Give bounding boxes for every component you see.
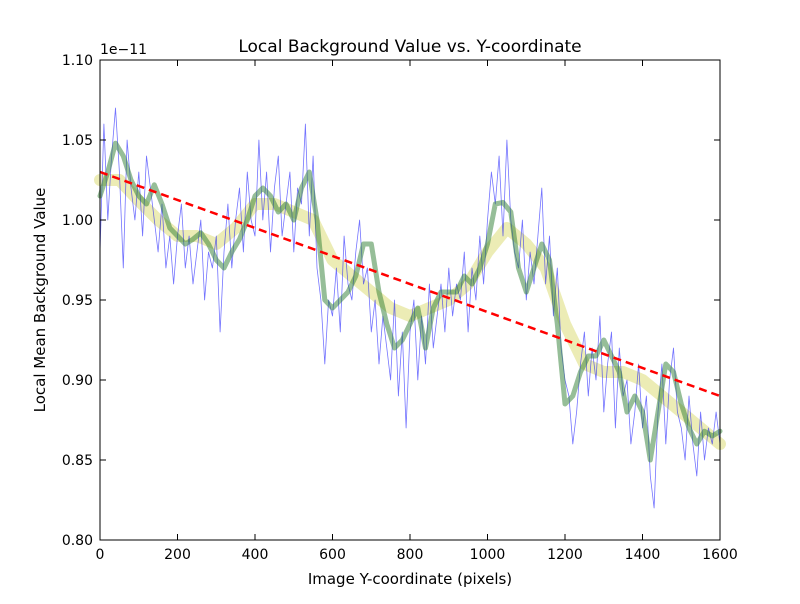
y-tick-label: 0.90 — [62, 373, 93, 389]
x-tick-label: 400 — [242, 547, 269, 563]
series-line-raw — [99, 107, 721, 509]
x-tick-label: 800 — [397, 547, 424, 563]
ticks-layer: 0 200 400 600 800 1000 1200 1400 1600 0.80 0.85 0.9… — [62, 53, 738, 563]
y-tick-label: 1.10 — [62, 53, 93, 69]
y-tick-label: 1.00 — [62, 213, 93, 229]
y-offset-label: 1e−11 — [100, 42, 147, 58]
x-tick-label: 0 — [96, 547, 105, 563]
y-axis-label: Local Mean Background Value — [31, 188, 49, 413]
y-tick-label: 0.85 — [62, 453, 93, 469]
series-line-smoothed — [97, 140, 723, 463]
x-tick-label: 1200 — [547, 547, 583, 563]
x-axis-label: Image Y-coordinate (pixels) — [308, 570, 512, 588]
y-tick-label: 0.80 — [62, 533, 93, 549]
x-tick-label: 200 — [164, 547, 191, 563]
series-layer — [94, 107, 726, 509]
x-tick-label: 1600 — [702, 547, 738, 563]
y-tick-label: 1.05 — [62, 133, 93, 149]
series-line-fit — [99, 170, 721, 398]
x-tick-label: 1400 — [625, 547, 661, 563]
chart-title: Local Background Value vs. Y-coordinate — [238, 37, 581, 57]
x-tick-label: 600 — [319, 547, 346, 563]
y-tick-label: 0.95 — [62, 293, 93, 309]
x-tick-label: 1000 — [470, 547, 506, 563]
